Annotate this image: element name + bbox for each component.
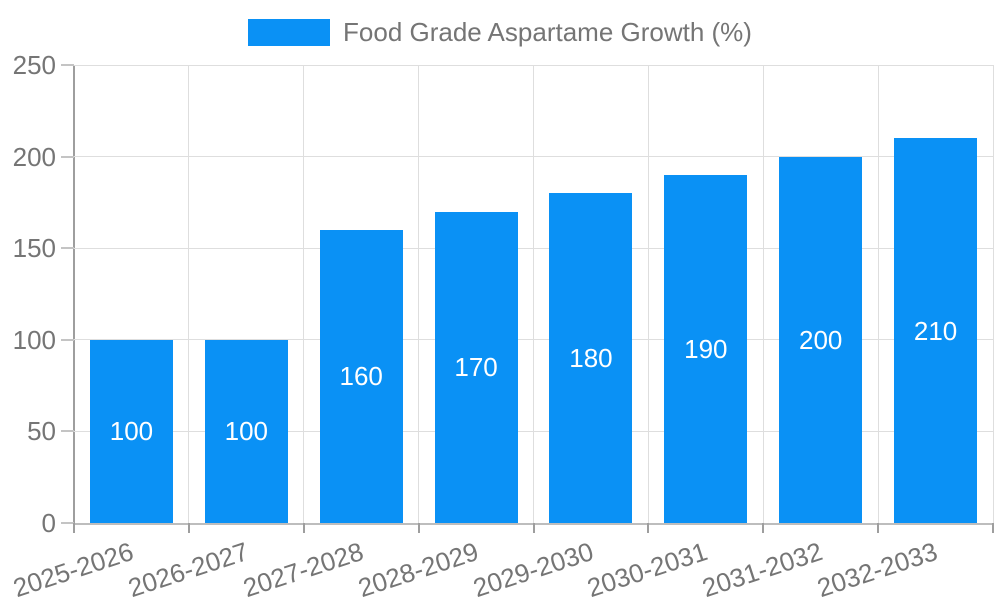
x-tick <box>187 523 190 533</box>
y-tick <box>61 338 74 341</box>
x-tick-label: 2027-2028 <box>239 536 367 600</box>
legend-swatch-icon <box>248 19 331 46</box>
gridline-v <box>303 65 305 523</box>
bar-value-label: 100 <box>224 416 268 447</box>
x-tick-label: 2025-2026 <box>9 536 138 600</box>
y-tick <box>61 522 74 524</box>
y-tick-label: 50 <box>27 416 56 447</box>
x-tick-label: 2026-2027 <box>124 536 252 600</box>
x-tick <box>417 523 420 533</box>
x-tick-label: 2030-2031 <box>583 536 712 600</box>
gridline-v <box>762 65 764 523</box>
bar[interactable] <box>664 174 748 523</box>
gridline-v <box>877 65 879 523</box>
bar-value-label: 100 <box>109 416 154 447</box>
x-tick-label: 2028-2029 <box>354 536 482 600</box>
x-tick <box>302 523 305 533</box>
bar[interactable] <box>894 138 978 523</box>
x-tick <box>877 523 880 533</box>
gridline-v <box>533 65 534 523</box>
gridline-v <box>992 65 994 523</box>
bar-value-label: 180 <box>569 343 613 374</box>
x-tick <box>647 523 650 533</box>
gridline-v <box>188 65 190 523</box>
x-tick-label: 2029-2030 <box>469 536 597 600</box>
y-tick <box>61 430 74 433</box>
y-tick <box>61 247 74 250</box>
y-tick <box>61 64 74 66</box>
x-tick-label: 2032-2033 <box>813 536 942 600</box>
bar-value-label: 160 <box>339 361 383 392</box>
bar-value-label: 210 <box>913 315 958 346</box>
y-axis-line <box>73 65 75 523</box>
y-tick <box>61 155 74 158</box>
y-tick-label: 100 <box>12 324 56 355</box>
y-tick-label: 250 <box>12 50 56 80</box>
legend-label: Food Grade Aspartame Growth (%) <box>343 17 752 47</box>
x-tick-label: 2031-2032 <box>698 536 827 600</box>
bar[interactable] <box>319 229 403 523</box>
bar[interactable] <box>434 211 518 523</box>
y-tick-label: 150 <box>12 233 56 264</box>
legend[interactable]: Food Grade Aspartame Growth (%) <box>0 17 1000 48</box>
x-tick <box>532 523 535 533</box>
bar[interactable] <box>204 339 288 523</box>
bar-value-label: 170 <box>454 352 498 383</box>
gridline-v <box>418 65 420 523</box>
y-tick-label: 0 <box>41 508 56 538</box>
x-tick <box>992 523 994 533</box>
plot-area: 100 100 160 170 180 190 200 210 <box>74 64 994 523</box>
bar[interactable] <box>779 156 863 523</box>
gridline-v <box>647 65 649 523</box>
bar-value-label: 190 <box>684 333 728 364</box>
bar-value-label: 200 <box>798 324 843 355</box>
bar[interactable] <box>549 193 633 523</box>
bar[interactable] <box>89 339 173 523</box>
y-tick-label: 200 <box>12 141 56 172</box>
x-tick <box>73 523 75 533</box>
x-tick <box>762 523 765 533</box>
